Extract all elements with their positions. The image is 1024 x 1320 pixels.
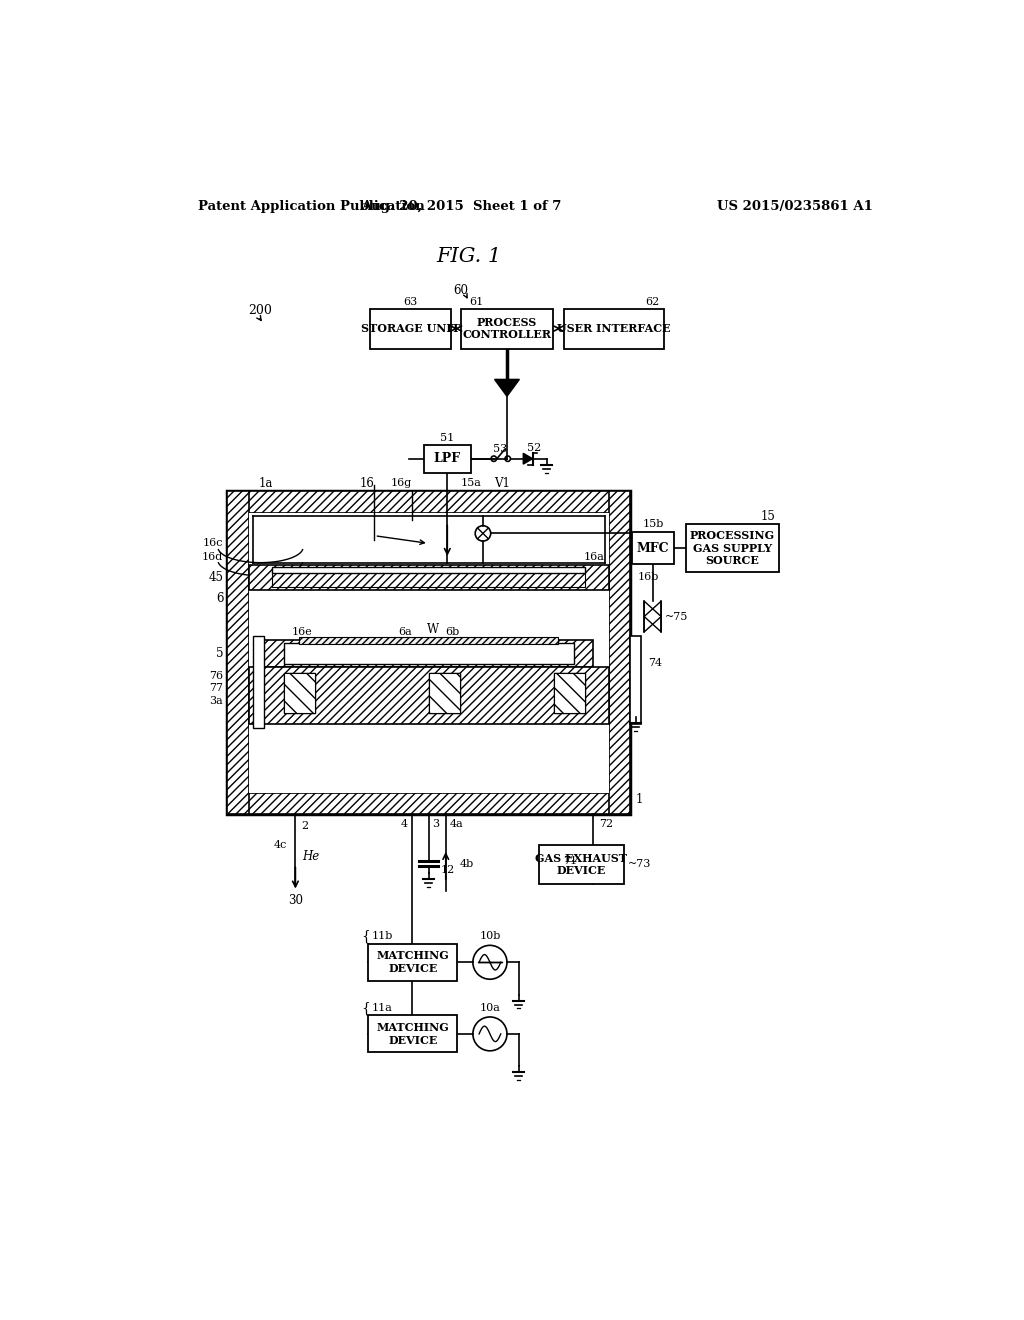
Text: 200: 200	[248, 305, 272, 317]
Bar	[272, 568, 586, 573]
Polygon shape	[495, 379, 519, 396]
Text: 15: 15	[760, 510, 775, 523]
Text: 53: 53	[493, 444, 507, 454]
Text: MATCHING
DEVICE: MATCHING DEVICE	[377, 950, 450, 974]
Text: 3a: 3a	[210, 696, 223, 706]
Text: 16e: 16e	[292, 627, 312, 638]
Bar	[608, 491, 630, 814]
Text: 5: 5	[216, 647, 223, 660]
Text: 4: 4	[400, 818, 408, 829]
Text: 60: 60	[454, 284, 469, 297]
Bar	[227, 491, 630, 512]
Text: 52: 52	[527, 444, 542, 453]
Text: 11a: 11a	[372, 1003, 393, 1012]
Text: 16c: 16c	[203, 539, 223, 548]
Text: ~73: ~73	[628, 859, 651, 870]
Bar	[369, 944, 458, 981]
Text: 10a: 10a	[479, 1003, 501, 1012]
Bar	[227, 491, 630, 814]
Text: 15a: 15a	[461, 478, 481, 488]
Text: 77: 77	[209, 684, 223, 693]
Text: 10b: 10b	[479, 931, 501, 941]
Bar	[429, 673, 460, 713]
Text: STORAGE UNIT: STORAGE UNIT	[361, 323, 460, 334]
Polygon shape	[523, 453, 532, 465]
Bar	[554, 673, 586, 713]
Text: {: {	[360, 929, 370, 942]
Text: 4a: 4a	[450, 818, 464, 829]
Text: 62: 62	[645, 297, 659, 306]
Bar	[264, 640, 593, 667]
Bar	[630, 636, 641, 725]
Text: 6b: 6b	[444, 627, 459, 638]
Text: 4b: 4b	[460, 859, 474, 870]
Text: 30: 30	[288, 894, 303, 907]
Bar	[284, 643, 573, 664]
Bar	[249, 512, 608, 793]
Bar	[554, 673, 586, 713]
Text: 71: 71	[562, 855, 577, 866]
Bar	[284, 673, 314, 713]
Text: 61: 61	[469, 297, 483, 306]
Bar	[249, 565, 608, 590]
Text: 16b: 16b	[638, 573, 659, 582]
Text: 2: 2	[302, 821, 308, 832]
Text: 74: 74	[648, 657, 663, 668]
Bar	[564, 309, 664, 348]
Bar	[369, 1015, 458, 1052]
Bar	[424, 445, 471, 473]
Bar	[686, 524, 779, 572]
Bar	[272, 568, 586, 586]
Text: 16d: 16d	[202, 552, 223, 562]
Text: Patent Application Publication: Patent Application Publication	[198, 199, 425, 213]
Text: {: {	[360, 1001, 370, 1015]
Bar	[461, 309, 553, 348]
Text: FIG. 1: FIG. 1	[436, 247, 502, 267]
Bar	[299, 638, 558, 644]
Text: 6a: 6a	[398, 627, 413, 638]
Text: MATCHING
DEVICE: MATCHING DEVICE	[377, 1022, 450, 1045]
Text: 11b: 11b	[372, 931, 393, 941]
Bar	[429, 673, 460, 713]
Text: USER INTERFACE: USER INTERFACE	[557, 323, 671, 334]
Text: US 2015/0235861 A1: US 2015/0235861 A1	[717, 199, 872, 213]
Text: PROCESS
CONTROLLER: PROCESS CONTROLLER	[463, 317, 552, 341]
Text: 16: 16	[359, 477, 374, 490]
Bar	[284, 673, 314, 713]
Text: 3: 3	[432, 818, 439, 829]
Bar	[249, 667, 608, 725]
Text: PROCESSING
GAS SUPPLY
SOURCE: PROCESSING GAS SUPPLY SOURCE	[690, 529, 775, 566]
Text: 12: 12	[440, 865, 455, 875]
Text: 16a: 16a	[584, 552, 604, 562]
Text: ~75: ~75	[665, 611, 688, 622]
Text: 4c: 4c	[273, 841, 287, 850]
Text: He: He	[302, 850, 319, 863]
Text: 72: 72	[599, 818, 613, 829]
Bar	[253, 636, 264, 729]
Text: 6: 6	[216, 593, 223, 606]
Text: W: W	[427, 623, 438, 636]
Text: 76: 76	[209, 671, 223, 681]
Text: 51: 51	[440, 433, 455, 444]
Bar	[227, 793, 630, 814]
Text: LPF: LPF	[434, 453, 461, 465]
Text: 16g: 16g	[391, 478, 413, 488]
Text: V1: V1	[495, 477, 510, 490]
Text: 63: 63	[403, 297, 418, 306]
Bar	[227, 491, 249, 814]
Bar	[539, 845, 624, 884]
Text: 1a: 1a	[258, 477, 272, 490]
Text: GAS EXHAUST
DEVICE: GAS EXHAUST DEVICE	[536, 853, 628, 876]
Text: 1: 1	[636, 792, 643, 805]
Text: 15b: 15b	[642, 519, 664, 529]
Text: Aug. 20, 2015  Sheet 1 of 7: Aug. 20, 2015 Sheet 1 of 7	[361, 199, 561, 213]
Bar	[370, 309, 452, 348]
Text: MFC: MFC	[637, 541, 670, 554]
Text: 45: 45	[208, 570, 223, 583]
Bar	[632, 532, 675, 564]
